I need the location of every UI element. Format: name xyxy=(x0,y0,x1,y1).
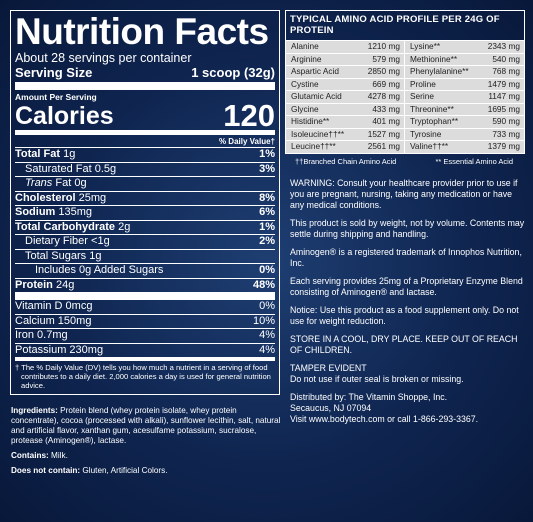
warnings-block: WARNING: Consult your healthcare provide… xyxy=(290,178,525,425)
amino-acid-table: Alanine 1210 mg Lysine** 2343 mg Arginine 5… xyxy=(285,40,525,154)
distributor-line-2: Secaucus, NJ 07094 xyxy=(290,403,372,413)
table-cell: Tryptophan** 590 mg xyxy=(410,116,520,126)
nutrient-row-sodium: Sodium 135mg 6% xyxy=(15,206,275,221)
distributor-line-3: Visit www.bodytech.com or call 1-866-293… xyxy=(290,414,479,424)
amino-acid-title: TYPICAL AMINO ACID PROFILE PER 24G OF PR… xyxy=(285,10,525,40)
serving-size-value: 1 scoop (32g) xyxy=(191,65,275,80)
nutrient-row-total-fat: Total Fat 1g 1% xyxy=(15,148,275,163)
nutrient-row-calcium: Calcium 150mg 10% xyxy=(15,315,275,329)
serving-size-row: Serving Size 1 scoop (32g) xyxy=(15,65,275,90)
nutrient-row-trans-fat: Trans Fat 0g xyxy=(15,177,275,192)
supplement-notice: Notice: Use this product as a food suppl… xyxy=(290,305,519,326)
nutrient-row-vitamin-d: Vitamin D 0mcg 0% xyxy=(15,300,275,315)
table-cell: Tyrosine 733 mg xyxy=(410,128,520,139)
nutrient-row-protein: Protein 24g 48% xyxy=(15,279,275,300)
table-cell: Lysine** 2343 mg xyxy=(410,41,520,51)
table-cell: Methionine** 540 mg xyxy=(410,53,520,64)
tamper-title: TAMPER EVIDENT xyxy=(290,363,367,373)
daily-value-footnote: † The % Daily Value (DV) tells you how m… xyxy=(15,363,271,390)
bcaa-note: ††Branched Chain Amino Acid xyxy=(295,156,397,166)
table-row: Histidine** 401 mg Tryptophan** 590 mg xyxy=(286,116,524,129)
nutrient-row-saturated-fat: Saturated Fat 0.5g 3% xyxy=(15,163,275,177)
table-cell: Isoleucine††** 1527 mg xyxy=(286,128,405,140)
eaa-note: ** Essential Amino Acid xyxy=(435,156,513,166)
table-row: Glycine 433 mg Threonine** 1695 mg xyxy=(286,103,524,116)
table-cell: Cystine 669 mg xyxy=(286,78,405,90)
nutrient-row-dietary-fiber: Dietary Fiber <1g 2% xyxy=(15,235,275,250)
table-cell: Arginine 579 mg xyxy=(286,53,405,65)
table-cell: Phenylalanine** 768 mg xyxy=(410,66,520,76)
amount-per-serving: Amount Per Serving xyxy=(15,92,97,102)
storage-notice: STORE IN A COOL, DRY PLACE. KEEP OUT OF … xyxy=(290,334,518,355)
table-cell: Threonine** 1695 mg xyxy=(410,103,520,114)
serving-size-label: Serving Size xyxy=(15,65,93,80)
nutrient-row-added-sugars: Includes 0g Added Sugars 0% xyxy=(15,264,275,279)
table-row: Leucine††** 2561 mg Valine††** 1379 mg xyxy=(286,141,524,153)
amino-acid-notes: ††Branched Chain Amino Acid ** Essential… xyxy=(285,154,525,166)
table-cell: Aspartic Acid 2850 mg xyxy=(286,66,405,78)
nutrient-row-total-carbohydrate: Total Carbohydrate 2g 1% xyxy=(15,221,275,235)
table-row: Alanine 1210 mg Lysine** 2343 mg xyxy=(286,41,524,54)
daily-value-header: % Daily Value† xyxy=(15,135,275,148)
enzyme-notice: Each serving provides 25mg of a Propriet… xyxy=(290,276,523,297)
calories-row: Calories 120 xyxy=(15,98,275,135)
table-cell: Glycine 433 mg xyxy=(286,103,405,115)
nutrient-row-cholesterol: Cholesterol 25mg 8% xyxy=(15,192,275,206)
distributor-line-1: Distributed by: The Vitamin Shoppe, Inc. xyxy=(290,392,448,402)
nutrient-row-iron: Iron 0.7mg 4% xyxy=(15,329,275,344)
nutrient-row-total-sugars: Total Sugars 1g xyxy=(15,250,275,264)
weight-notice: This product is sold by weight, not by v… xyxy=(290,218,525,239)
nutrition-facts-title: Nutrition Facts xyxy=(15,11,269,52)
calories-value: 120 xyxy=(223,98,275,133)
nutrition-facts-panel: Nutrition Facts About 28 servings per co… xyxy=(10,10,280,395)
table-cell: Valine††** 1379 mg xyxy=(410,141,520,151)
table-cell: Glutamic Acid 4278 mg xyxy=(286,91,405,103)
table-cell: Proline 1479 mg xyxy=(410,78,520,89)
servings-per-container: About 28 servings per container xyxy=(15,51,192,65)
table-row: Isoleucine††** 1527 mg Tyrosine 733 mg xyxy=(286,128,524,141)
warning-text: WARNING: Consult your healthcare provide… xyxy=(290,178,518,210)
does-not-contain: Does not contain: Gluten, Artificial Col… xyxy=(11,466,168,475)
trademark-notice: Aminogen® is a registered trademark of I… xyxy=(290,247,522,268)
amino-acid-profile: TYPICAL AMINO ACID PROFILE PER 24G OF PR… xyxy=(285,10,525,166)
table-row: Glutamic Acid 4278 mg Serine 1147 mg xyxy=(286,91,524,104)
allergen-contains: Contains: Milk. xyxy=(11,451,68,460)
table-row: Aspartic Acid 2850 mg Phenylalanine** 768 … xyxy=(286,66,524,79)
ingredients-block: Ingredients: Protein blend (whey protein… xyxy=(11,406,283,481)
calories-label: Calories xyxy=(15,102,114,130)
table-cell: Alanine 1210 mg xyxy=(286,41,405,53)
table-cell: Histidine** 401 mg xyxy=(286,116,405,128)
table-cell: Serine 1147 mg xyxy=(410,91,520,101)
table-cell: Leucine††** 2561 mg xyxy=(286,141,405,153)
table-row: Cystine 669 mg Proline 1479 mg xyxy=(286,78,524,91)
tamper-text: Do not use if outer seal is broken or mi… xyxy=(290,374,464,384)
nutrient-row-potassium: Potassium 230mg 4% xyxy=(15,344,275,361)
table-row: Arginine 579 mg Methionine** 540 mg xyxy=(286,53,524,66)
ingredients-list: Ingredients: Protein blend (whey protein… xyxy=(11,406,281,445)
